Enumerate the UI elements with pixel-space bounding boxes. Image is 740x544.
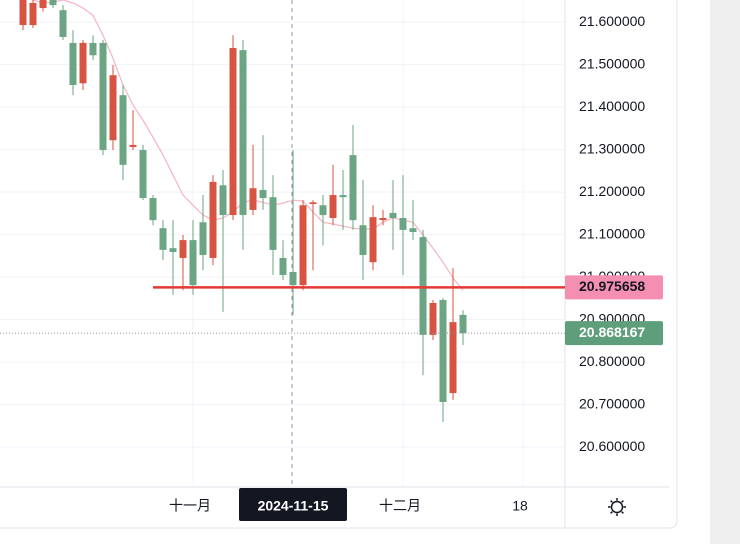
grid bbox=[0, 0, 565, 487]
candle-body bbox=[249, 188, 257, 210]
x-tick-label: 18 bbox=[512, 498, 528, 514]
candle-body bbox=[389, 212, 397, 219]
candle-body bbox=[149, 198, 157, 221]
y-tick-label: 21.200000 bbox=[579, 183, 645, 199]
candle-body bbox=[269, 197, 277, 250]
candle-body bbox=[129, 144, 137, 148]
last-price-label-bg bbox=[565, 321, 663, 346]
candle-body bbox=[229, 48, 237, 216]
candle-body bbox=[89, 42, 97, 56]
candle-body bbox=[419, 237, 427, 335]
plot-area bbox=[0, 0, 565, 487]
candle-body bbox=[379, 218, 387, 221]
side-strip bbox=[710, 0, 740, 544]
candle-body bbox=[329, 195, 337, 219]
candle-body bbox=[409, 228, 417, 233]
crosshair-label: 2024-11-15 bbox=[258, 498, 329, 514]
candle-body bbox=[369, 217, 377, 263]
candle-body bbox=[359, 225, 367, 255]
candle-body bbox=[449, 322, 457, 394]
panel-border bbox=[0, 0, 678, 529]
candle-body bbox=[429, 302, 437, 335]
candle-body bbox=[39, 0, 47, 9]
candle-body bbox=[179, 240, 187, 258]
candle-body bbox=[459, 314, 467, 334]
candle-body bbox=[79, 42, 87, 84]
candle-body bbox=[319, 205, 327, 216]
y-tick-label: 21.600000 bbox=[579, 13, 645, 29]
candle-body bbox=[279, 257, 287, 275]
candle-body bbox=[439, 300, 447, 403]
candle-body bbox=[299, 205, 307, 286]
candle-body bbox=[259, 189, 267, 199]
axes: 20.60000020.70000020.80000020.90000021.0… bbox=[169, 13, 663, 521]
candle-body bbox=[139, 150, 147, 199]
candle-body bbox=[289, 271, 297, 286]
candle-body bbox=[309, 202, 317, 204]
candle-body bbox=[189, 240, 197, 286]
candle-body bbox=[99, 42, 107, 151]
candle-body bbox=[59, 10, 67, 37]
y-tick-label: 21.500000 bbox=[579, 55, 645, 71]
candle-body bbox=[399, 218, 407, 230]
crosshair-label-bg bbox=[239, 488, 347, 521]
y-tick-label: 20.800000 bbox=[579, 353, 645, 369]
candle-body bbox=[349, 155, 357, 221]
y-tick-label: 21.300000 bbox=[579, 140, 645, 156]
candle-body bbox=[339, 195, 347, 198]
y-tick-label: 20.600000 bbox=[579, 438, 645, 454]
candle-body bbox=[239, 50, 247, 216]
candle-body bbox=[29, 2, 37, 26]
candle-body bbox=[219, 185, 227, 216]
horizontal-line-label: 20.975658 bbox=[579, 278, 645, 294]
y-tick-label: 20.700000 bbox=[579, 395, 645, 411]
candle-body bbox=[19, 0, 27, 26]
y-tick-label: 21.400000 bbox=[579, 98, 645, 114]
x-tick-label: 十二月 bbox=[379, 498, 421, 514]
candle-body bbox=[209, 181, 217, 258]
candle-body bbox=[49, 0, 57, 6]
x-tick-label: 十一月 bbox=[169, 498, 211, 514]
candle-body bbox=[159, 228, 167, 250]
candle-body bbox=[199, 222, 207, 255]
horizontal-line-label-bg bbox=[565, 275, 663, 300]
y-tick-label: 21.100000 bbox=[579, 225, 645, 241]
candle-body bbox=[109, 75, 117, 141]
settings-icon[interactable] bbox=[608, 498, 626, 516]
candle-body bbox=[119, 95, 127, 165]
candle-body bbox=[169, 248, 177, 252]
candle-body bbox=[69, 42, 77, 85]
last-price-label: 20.868167 bbox=[579, 324, 645, 340]
